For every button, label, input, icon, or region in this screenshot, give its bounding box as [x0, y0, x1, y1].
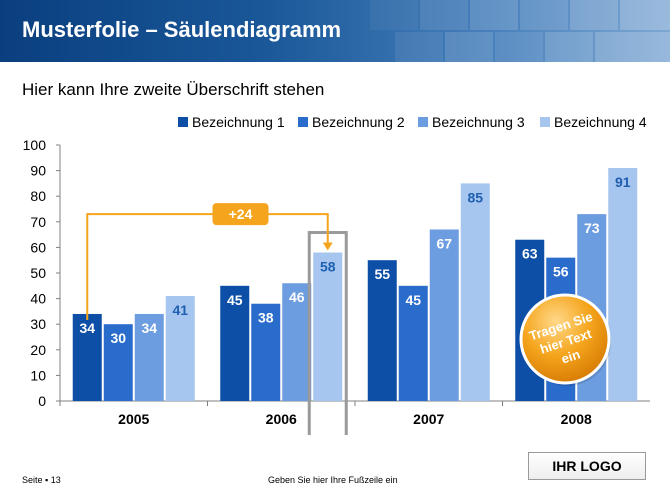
y-tick-label: 20: [30, 342, 46, 358]
bar: [251, 303, 281, 401]
bar: [608, 168, 638, 401]
legend-swatch-2: [298, 117, 308, 127]
data-label: 30: [110, 330, 126, 346]
data-label: 34: [141, 320, 157, 336]
bar-chart: Bezeichnung 1 Bezeichnung 2 Bezeichnung 3 B…: [23, 114, 650, 435]
legend-label-2: Bezeichnung 2: [312, 114, 405, 130]
x-tick-label: 2006: [266, 411, 297, 427]
y-tick-label: 100: [23, 137, 47, 153]
bar: [72, 313, 102, 401]
data-label: 56: [553, 264, 569, 280]
slide-title: Musterfolie – Säulendiagramm: [22, 17, 342, 42]
text-sticker: Tragen Sie hier Text ein: [519, 293, 611, 386]
page-number: Seite ▪ 13: [22, 475, 61, 485]
annotation-connector: [86, 213, 329, 320]
x-tick-label: 2008: [561, 411, 592, 427]
y-tick-label: 40: [30, 291, 46, 307]
bar: [313, 252, 343, 401]
data-label: 85: [467, 189, 483, 205]
data-label: 41: [172, 302, 188, 318]
y-tick-label: 0: [38, 393, 46, 409]
data-label: 55: [374, 266, 390, 282]
y-tick-label: 50: [30, 265, 46, 281]
annotation-arrowhead: [322, 242, 333, 251]
data-label: 67: [436, 235, 452, 251]
bar: [282, 283, 312, 401]
logo-placeholder: IHR LOGO: [528, 452, 646, 480]
legend-swatch-4: [540, 117, 550, 127]
data-label: 46: [289, 289, 305, 305]
bar: [398, 285, 428, 401]
footer-text: Geben Sie hier Ihre Fußzeile ein: [268, 475, 398, 485]
legend-label-3: Bezeichnung 3: [432, 114, 525, 130]
data-label: 34: [79, 320, 95, 336]
bar: [134, 313, 164, 401]
data-label: 45: [227, 292, 243, 308]
sticker-line-3: ein: [559, 347, 582, 367]
y-tick-label: 90: [30, 163, 46, 179]
annotation-badge: [212, 203, 269, 226]
data-label: 73: [584, 220, 600, 236]
data-label: 63: [522, 246, 538, 262]
data-label: 45: [405, 292, 421, 308]
data-label: 58: [320, 259, 336, 275]
y-tick-label: 10: [30, 367, 46, 383]
data-label: 91: [615, 174, 631, 190]
title-bar: Musterfolie – Säulendiagramm: [0, 0, 670, 62]
bar: [165, 296, 195, 401]
y-tick-label: 60: [30, 239, 46, 255]
y-tick-label: 80: [30, 188, 46, 204]
legend-swatch-3: [418, 117, 428, 127]
header-decoration: [370, 0, 670, 62]
x-tick-label: 2005: [118, 411, 149, 427]
legend-swatch-1: [178, 117, 188, 127]
bar: [460, 183, 490, 401]
bar: [367, 260, 397, 401]
slide-subtitle: Hier kann Ihre zweite Überschrift stehen: [22, 80, 325, 99]
legend-label-4: Bezeichnung 4: [554, 114, 647, 130]
data-label: 38: [258, 310, 274, 326]
bar: [103, 324, 133, 401]
x-tick-label: 2007: [413, 411, 444, 427]
y-tick-label: 70: [30, 214, 46, 230]
annotation-label: +24: [229, 206, 253, 222]
legend-label-1: Bezeichnung 1: [192, 114, 285, 130]
bar: [220, 285, 250, 401]
y-tick-label: 30: [30, 316, 46, 332]
bar: [429, 229, 459, 401]
